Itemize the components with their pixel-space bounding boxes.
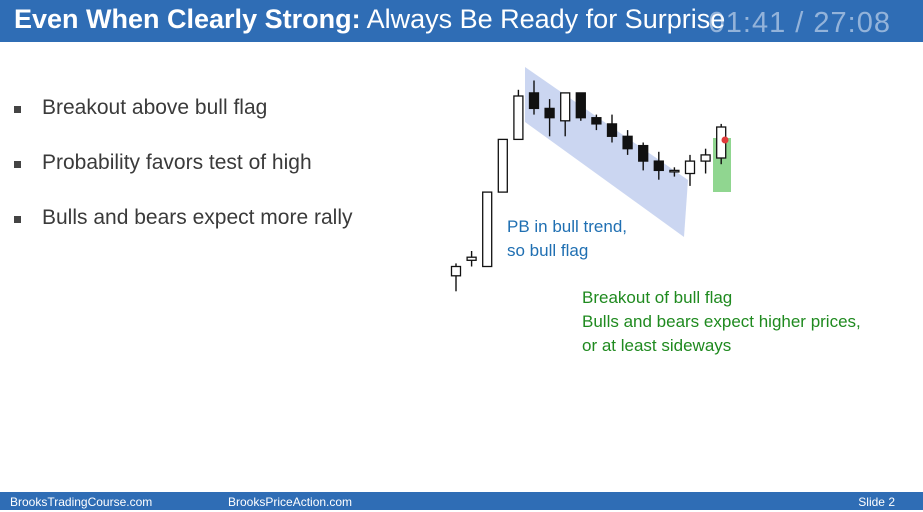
bear-candle-body (622, 135, 633, 150)
slide-title: Even When Clearly Strong: Always Be Read… (14, 2, 725, 36)
breakout-annotation-line: Bulls and bears expect higher prices, (582, 312, 861, 331)
bullet-square-icon (14, 106, 21, 113)
bear-candle-body (653, 160, 664, 172)
slide-title-strong: Even When Clearly Strong: (14, 4, 361, 34)
bull-candle-body (513, 95, 524, 141)
bear-candle-body (575, 92, 586, 119)
breakout-annotation-line: Breakout of bull flag (582, 288, 733, 307)
pb-annotation-line: PB in bull trend, (507, 217, 628, 236)
bear-candle-body (606, 123, 618, 137)
footer-bar: BrooksTradingCourse.com BrooksPriceActio… (0, 492, 923, 510)
bull-candle-body (669, 169, 680, 173)
bear-candle-body (544, 107, 555, 119)
bullet-square-icon (14, 161, 21, 168)
bear-candle-body (528, 92, 540, 110)
bullet-text: Probability favors test of high (42, 151, 312, 174)
candles-group (450, 80, 727, 292)
bear-candle-body (591, 117, 602, 125)
pb-annotation: PB in bull trend, so bull flag (507, 215, 627, 263)
video-timer: 01:41 / 27:08 (708, 7, 891, 39)
bull-candle-body (560, 92, 571, 122)
footer-center-link[interactable]: BrooksPriceAction.com (228, 495, 353, 509)
bullet-text: Bulls and bears expect more rally (42, 206, 353, 229)
breakout-annotation-line: or at least sideways (582, 336, 732, 355)
bull-candle-body (466, 256, 477, 261)
bull-candle-body (497, 138, 508, 193)
bull-candle-body (482, 191, 493, 268)
slide-title-rest: Always Be Ready for Surprise (360, 4, 726, 34)
pb-annotation-line: so bull flag (507, 241, 589, 260)
breakout-annotation: Breakout of bull flag Bulls and bears ex… (582, 286, 861, 358)
bullet-square-icon (14, 216, 21, 223)
bull-flag-channel (525, 67, 688, 237)
bull-candle-body (684, 160, 696, 175)
footer-left-link[interactable]: BrooksTradingCourse.com (10, 495, 153, 509)
signal-dot-icon (721, 136, 729, 144)
title-bar: Even When Clearly Strong: Always Be Read… (0, 0, 923, 42)
slide-number: Slide 2 (858, 495, 895, 509)
bull-candle-body (450, 265, 462, 277)
bullet-text: Breakout above bull flag (42, 96, 268, 119)
bear-candle-body (638, 144, 649, 162)
bull-candle-body (700, 154, 711, 162)
